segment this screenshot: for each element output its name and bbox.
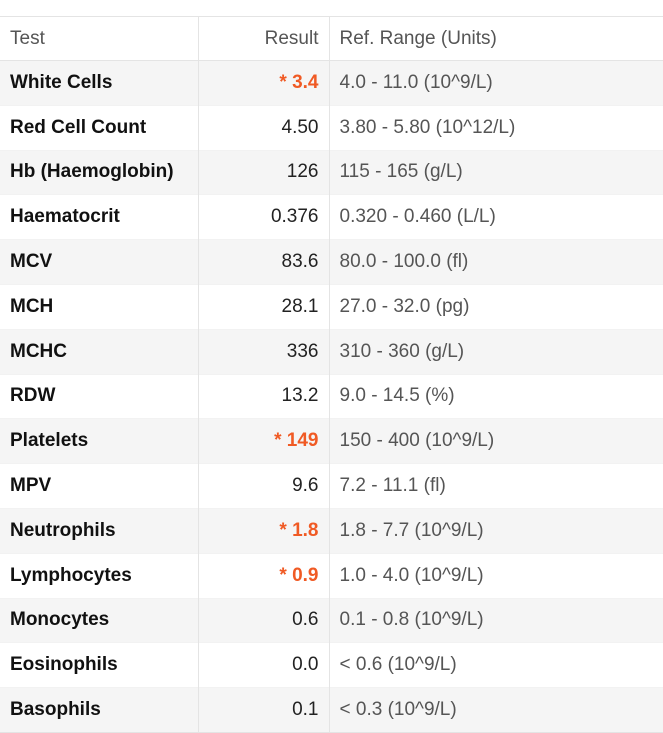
table-row: MCV 83.6 80.0 - 100.0 (fl) (0, 239, 663, 285)
result-value: 0.6 (198, 597, 330, 643)
test-name: Monocytes (0, 597, 199, 643)
table-row: MCHC 336 310 - 360 (g/L) (0, 328, 663, 375)
table-row: MPV 9.6 7.2 - 11.1 (fl) (0, 463, 663, 509)
reference-range: < 0.3 (10^9/L) (329, 687, 663, 733)
result-value: 28.1 (198, 283, 330, 330)
result-value: 336 (198, 328, 330, 375)
test-name: MPV (0, 463, 199, 509)
reference-range: 27.0 - 32.0 (pg) (329, 283, 663, 330)
test-name: White Cells (0, 60, 199, 106)
result-value: * 3.4 (198, 60, 330, 106)
test-name: MCHC (0, 328, 199, 375)
reference-range: 9.0 - 14.5 (%) (329, 373, 663, 419)
table-row: RDW 13.2 9.0 - 14.5 (%) (0, 373, 663, 419)
reference-range: 115 - 165 (g/L) (329, 149, 663, 195)
table-body: White Cells * 3.4 4.0 - 11.0 (10^9/L) Re… (0, 60, 663, 733)
table-row: Hb (Haemoglobin) 126 115 - 165 (g/L) (0, 149, 663, 195)
column-header-ref-range: Ref. Range (Units) (329, 16, 663, 61)
header-row: Test Result Ref. Range (Units) (0, 16, 663, 61)
column-header-test: Test (0, 16, 199, 61)
reference-range: 80.0 - 100.0 (fl) (329, 239, 663, 285)
test-name: Haematocrit (0, 194, 199, 240)
result-value: * 1.8 (198, 507, 330, 554)
result-value: 0.1 (198, 687, 330, 733)
reference-range: 0.1 - 0.8 (10^9/L) (329, 597, 663, 643)
table-row: White Cells * 3.4 4.0 - 11.0 (10^9/L) (0, 60, 663, 106)
result-value: 126 (198, 149, 330, 195)
table-row: Lymphocytes * 0.9 1.0 - 4.0 (10^9/L) (0, 552, 663, 599)
reference-range: 3.80 - 5.80 (10^12/L) (329, 104, 663, 151)
table-row: Red Cell Count 4.50 3.80 - 5.80 (10^12/L… (0, 104, 663, 151)
reference-range: 0.320 - 0.460 (L/L) (329, 194, 663, 240)
table-row: Basophils 0.1 < 0.3 (10^9/L) (0, 687, 663, 733)
result-value: 0.376 (198, 194, 330, 240)
reference-range: 310 - 360 (g/L) (329, 328, 663, 375)
test-name: RDW (0, 373, 199, 419)
table-row: Monocytes 0.6 0.1 - 0.8 (10^9/L) (0, 597, 663, 643)
result-value: 0.0 (198, 642, 330, 688)
test-name: Neutrophils (0, 507, 199, 554)
result-value: * 0.9 (198, 552, 330, 599)
result-value: * 149 (198, 418, 330, 464)
table-header: Test Result Ref. Range (Units) (0, 16, 663, 61)
table-row: MCH 28.1 27.0 - 32.0 (pg) (0, 283, 663, 330)
test-name: MCH (0, 283, 199, 330)
table-row: Eosinophils 0.0 < 0.6 (10^9/L) (0, 642, 663, 688)
test-name: MCV (0, 239, 199, 285)
test-name: Red Cell Count (0, 104, 199, 151)
test-name: Platelets (0, 418, 199, 464)
table-row: Haematocrit 0.376 0.320 - 0.460 (L/L) (0, 194, 663, 240)
reference-range: 4.0 - 11.0 (10^9/L) (329, 60, 663, 106)
reference-range: 1.0 - 4.0 (10^9/L) (329, 552, 663, 599)
column-header-result: Result (198, 16, 330, 61)
lab-results-table: Test Result Ref. Range (Units) White Cel… (0, 16, 663, 733)
result-value: 13.2 (198, 373, 330, 419)
result-value: 4.50 (198, 104, 330, 151)
test-name: Basophils (0, 687, 199, 733)
reference-range: < 0.6 (10^9/L) (329, 642, 663, 688)
test-name: Lymphocytes (0, 552, 199, 599)
result-value: 83.6 (198, 239, 330, 285)
reference-range: 7.2 - 11.1 (fl) (329, 463, 663, 509)
reference-range: 1.8 - 7.7 (10^9/L) (329, 507, 663, 554)
test-name: Eosinophils (0, 642, 199, 688)
result-value: 9.6 (198, 463, 330, 509)
test-name: Hb (Haemoglobin) (0, 149, 199, 195)
table-row: Platelets * 149 150 - 400 (10^9/L) (0, 418, 663, 464)
reference-range: 150 - 400 (10^9/L) (329, 418, 663, 464)
table-row: Neutrophils * 1.8 1.8 - 7.7 (10^9/L) (0, 507, 663, 554)
